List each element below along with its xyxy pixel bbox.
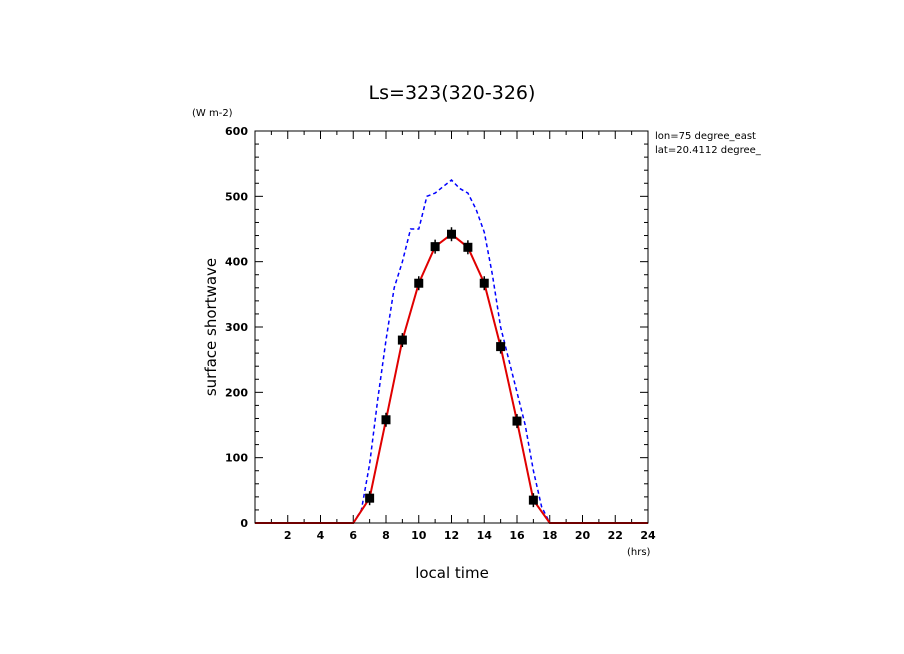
- observation-point: [397, 335, 407, 345]
- x-tick-label: 2: [284, 529, 292, 542]
- x-tick-label: 8: [382, 529, 390, 542]
- x-tick-label: 18: [542, 529, 557, 542]
- x-tick-label: 12: [444, 529, 459, 542]
- observation-point: [528, 495, 538, 505]
- x-tick-label: 14: [477, 529, 493, 542]
- y-axis-label: surface shortwave: [202, 258, 220, 396]
- annotation-lat: lat=20.4112 degree_: [655, 145, 762, 156]
- observation-point: [381, 415, 391, 425]
- x-tick-label: 20: [575, 529, 591, 542]
- annotation-lon: lon=75 degree_east: [655, 131, 756, 142]
- y-tick-label: 500: [225, 190, 248, 203]
- y-unit-label: (W m-2): [192, 108, 233, 119]
- plot-frame: [254, 130, 649, 524]
- y-tick-label: 0: [240, 517, 248, 530]
- observation-point: [430, 242, 440, 252]
- y-tick-label: 100: [225, 452, 248, 465]
- observation-point: [365, 493, 375, 503]
- x-tick-label: 16: [509, 529, 525, 542]
- observation-point: [479, 278, 489, 288]
- observation-point: [463, 242, 473, 252]
- x-axis-label: local time: [415, 564, 489, 582]
- x-tick-label: 22: [608, 529, 623, 542]
- observation-point: [447, 229, 456, 239]
- chart-title: Ls=323(320-326): [369, 82, 536, 104]
- observation-markers: [365, 227, 538, 508]
- x-tick-label: 24: [640, 529, 656, 542]
- x-tick-label: 10: [411, 529, 427, 542]
- observation-point: [496, 342, 506, 352]
- y-tick-label: 300: [225, 321, 248, 334]
- x-tick-label: 4: [317, 529, 325, 542]
- x-tick-label: 6: [349, 529, 357, 542]
- observation-point: [414, 278, 424, 288]
- x-unit-label: (hrs): [627, 547, 651, 558]
- y-tick-label: 400: [225, 256, 248, 269]
- observation-point: [512, 416, 522, 426]
- y-tick-label: 600: [225, 125, 248, 138]
- y-tick-label: 200: [225, 386, 248, 399]
